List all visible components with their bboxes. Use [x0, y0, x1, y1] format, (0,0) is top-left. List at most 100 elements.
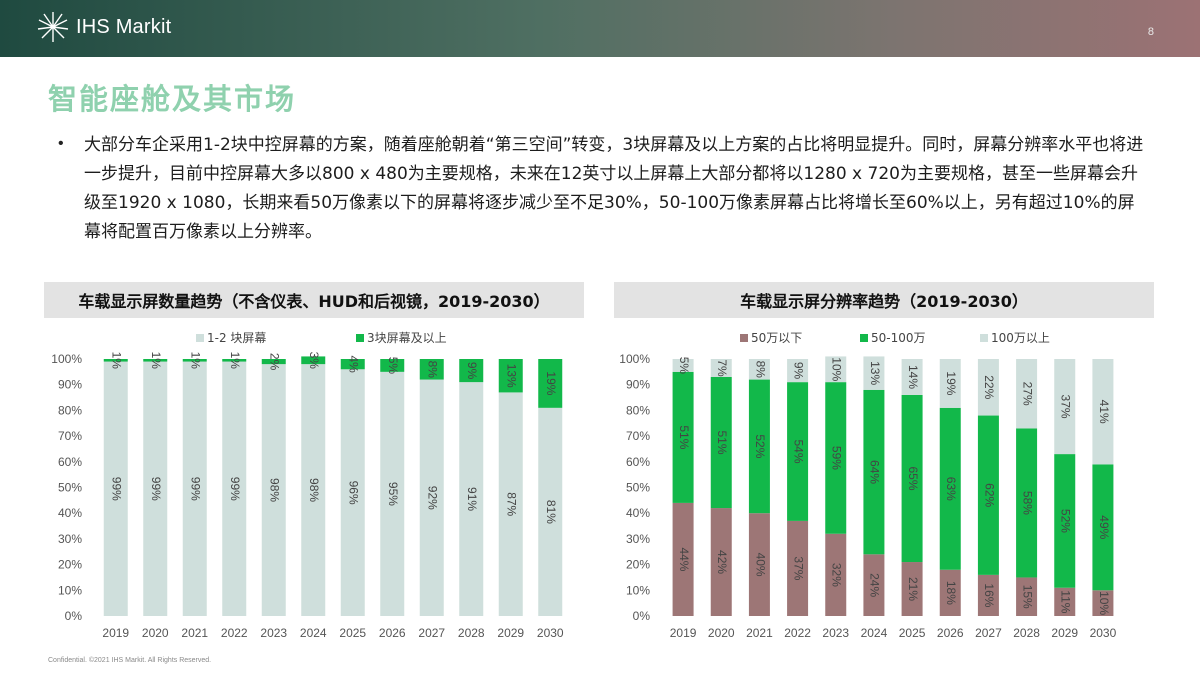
bar-segment [825, 533, 847, 616]
logo: IHS Markit [36, 10, 171, 44]
x-tick-label: 2025 [339, 626, 366, 640]
bar-segment [710, 376, 732, 509]
data-label: 14% [906, 365, 920, 389]
data-label: 41% [1097, 400, 1111, 424]
bar-segment [977, 359, 999, 416]
legend-swatch [196, 334, 204, 342]
data-label: 87% [505, 492, 519, 516]
bar-segment [1016, 577, 1038, 616]
bar-segment [538, 359, 563, 408]
legend-swatch [356, 334, 364, 342]
bar-segment [459, 382, 484, 616]
bar-segment [1054, 454, 1076, 588]
data-label: 1% [189, 352, 203, 370]
legend-label: 1-2 块屏幕 [207, 331, 266, 345]
bullet-item: • 大部分车企采用1-2块中控屏幕的方案，随着座舱朝着“第三空间”转变，3块屏幕… [58, 131, 1148, 247]
data-label: 3% [307, 352, 321, 370]
data-label: 9% [791, 362, 805, 380]
data-label: 11% [1059, 590, 1073, 613]
bar-segment [143, 361, 168, 616]
x-tick-label: 2021 [746, 626, 773, 640]
data-label: 65% [906, 466, 920, 490]
bar-segment [672, 359, 694, 372]
data-label: 24% [868, 573, 882, 597]
data-label: 96% [347, 481, 361, 505]
data-label: 13% [505, 364, 519, 388]
footer-copyright: Confidential. ©2021 IHS Markit. All Righ… [48, 657, 212, 664]
ihs-markit-logo-icon [37, 12, 69, 42]
resolution-chart: 0% 10% 20% 30% 40% 50% 60% 70% 80% 90% 100% 50万以下 50… [619, 331, 1116, 640]
data-label: 1% [149, 352, 163, 370]
data-label: 21% [906, 577, 920, 601]
data-label: 42% [715, 550, 729, 574]
bar-segment [672, 502, 694, 616]
bar-segment [901, 394, 923, 563]
data-label: 16% [982, 583, 996, 607]
bar-segment [939, 569, 961, 616]
data-label: 59% [830, 446, 844, 470]
bar-segment [1054, 359, 1076, 455]
bar-segment [498, 392, 523, 616]
y-tick-label: 70% [58, 429, 82, 443]
data-label: 99% [110, 477, 124, 501]
x-tick-label: 2022 [221, 626, 248, 640]
bar-segment [380, 359, 405, 372]
bar-segment [340, 369, 365, 616]
x-tick-label: 2027 [975, 626, 1002, 640]
bar-segment [419, 379, 444, 616]
y-tick-label: 10% [58, 583, 82, 597]
chart-title-screen-count: 车载显示屏数量趋势（不含仪表、HUD和后视镜，2019-2030） [44, 282, 584, 318]
data-label: 52% [1059, 509, 1073, 533]
data-label: 10% [1097, 591, 1111, 615]
bar-segment [222, 359, 247, 362]
y-tick-label: 30% [58, 532, 82, 546]
bar-segment [672, 371, 694, 503]
chart-title-resolution: 车载显示屏分辨率趋势（2019-2030） [614, 282, 1154, 318]
data-label: 99% [189, 477, 203, 501]
legend-label: 3块屏幕及以上 [367, 331, 447, 345]
y-tick-label: 0% [65, 609, 83, 623]
data-label: 19% [544, 371, 558, 395]
data-label: 58% [1020, 491, 1034, 515]
data-label: 37% [1059, 395, 1073, 419]
bar-segment [222, 361, 247, 616]
legend-label: 100万以上 [991, 331, 1050, 345]
x-tick-label: 2026 [379, 626, 406, 640]
x-tick-label: 2024 [300, 626, 327, 640]
bar-segment [825, 382, 847, 534]
x-tick-label: 2021 [181, 626, 208, 640]
x-tick-label: 2024 [861, 626, 888, 640]
bar-segment [182, 361, 207, 616]
data-label: 2% [268, 353, 282, 371]
y-tick-label: 70% [626, 429, 650, 443]
bar-segment [787, 359, 809, 383]
x-tick-label: 2028 [1013, 626, 1040, 640]
x-tick-label: 2020 [142, 626, 169, 640]
x-tick-label: 2025 [899, 626, 926, 640]
data-label: 95% [386, 482, 400, 506]
legend-swatch [740, 334, 748, 342]
data-label: 62% [982, 483, 996, 507]
bar-segment [143, 359, 168, 362]
data-label: 27% [1020, 382, 1034, 406]
data-label: 22% [982, 375, 996, 399]
y-tick-label: 80% [626, 403, 650, 417]
data-label: 99% [228, 477, 242, 501]
x-tick-label: 2023 [260, 626, 287, 640]
bullet-icon: • [58, 135, 64, 152]
data-label: 8% [753, 361, 767, 379]
data-label: 32% [830, 563, 844, 587]
y-tick-label: 80% [58, 403, 82, 417]
x-tick-label: 2029 [1051, 626, 1078, 640]
bar-segment [340, 359, 365, 370]
legend-swatch [980, 334, 988, 342]
x-tick-label: 2026 [937, 626, 964, 640]
data-label: 5% [677, 357, 691, 375]
data-label: 9% [465, 362, 479, 380]
bar-segment [1016, 428, 1038, 578]
bar-segment [1092, 464, 1114, 591]
legend-swatch [860, 334, 868, 342]
bar-segment [1092, 359, 1114, 465]
x-tick-label: 2027 [418, 626, 445, 640]
bar-segment [977, 415, 999, 575]
